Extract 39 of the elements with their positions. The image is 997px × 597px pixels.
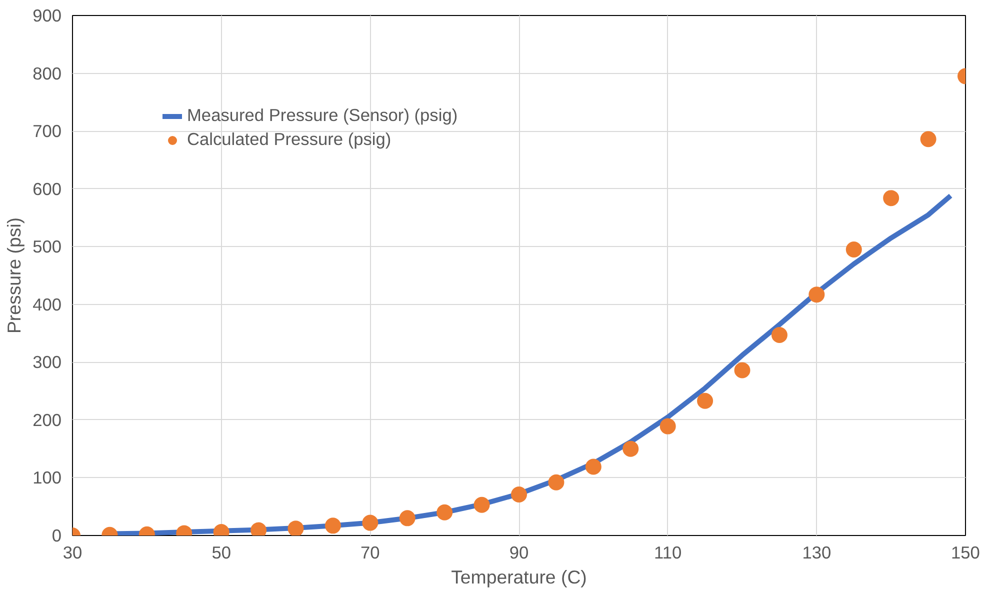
point bbox=[846, 242, 862, 258]
point bbox=[548, 474, 564, 490]
y-tick-label: 0 bbox=[52, 526, 62, 546]
point bbox=[697, 392, 714, 409]
y-tick-label: 500 bbox=[32, 236, 62, 257]
x-tick-label: 150 bbox=[951, 542, 980, 562]
point bbox=[920, 131, 936, 148]
point bbox=[511, 486, 527, 502]
x-tick-label: 110 bbox=[654, 542, 682, 562]
point bbox=[362, 514, 378, 531]
point bbox=[324, 518, 341, 534]
point bbox=[474, 496, 490, 513]
point bbox=[771, 327, 788, 343]
point bbox=[883, 190, 900, 206]
x-tick-label: 50 bbox=[212, 542, 231, 562]
point bbox=[808, 286, 825, 303]
y-tick-label: 800 bbox=[32, 63, 62, 84]
x-tick-label: 30 bbox=[62, 542, 82, 562]
x-axis-title: Temperature (C) bbox=[451, 566, 587, 588]
point bbox=[734, 362, 750, 378]
y-tick-label: 700 bbox=[32, 121, 62, 142]
x-tick-label: 130 bbox=[802, 542, 832, 562]
y-tick-label: 100 bbox=[32, 468, 62, 488]
point bbox=[622, 440, 639, 457]
y-tick-label: 300 bbox=[32, 352, 62, 372]
y-tick-label: 400 bbox=[32, 294, 62, 314]
point bbox=[660, 418, 676, 434]
y-tick-label: 200 bbox=[32, 410, 62, 430]
y-tick-label: 900 bbox=[32, 6, 62, 26]
x-tick-label: 70 bbox=[360, 542, 380, 562]
legend-label: Measured Pressure (Sensor) (psig) bbox=[187, 105, 458, 126]
y-axis-title: Pressure (psi) bbox=[4, 217, 25, 334]
y-tick-label: 600 bbox=[32, 178, 62, 199]
point bbox=[436, 504, 453, 520]
x-tick-label: 90 bbox=[509, 542, 529, 562]
point bbox=[585, 458, 602, 475]
legend-label: Calculated Pressure (psig) bbox=[187, 129, 392, 150]
point bbox=[399, 510, 416, 526]
point bbox=[288, 520, 304, 536]
